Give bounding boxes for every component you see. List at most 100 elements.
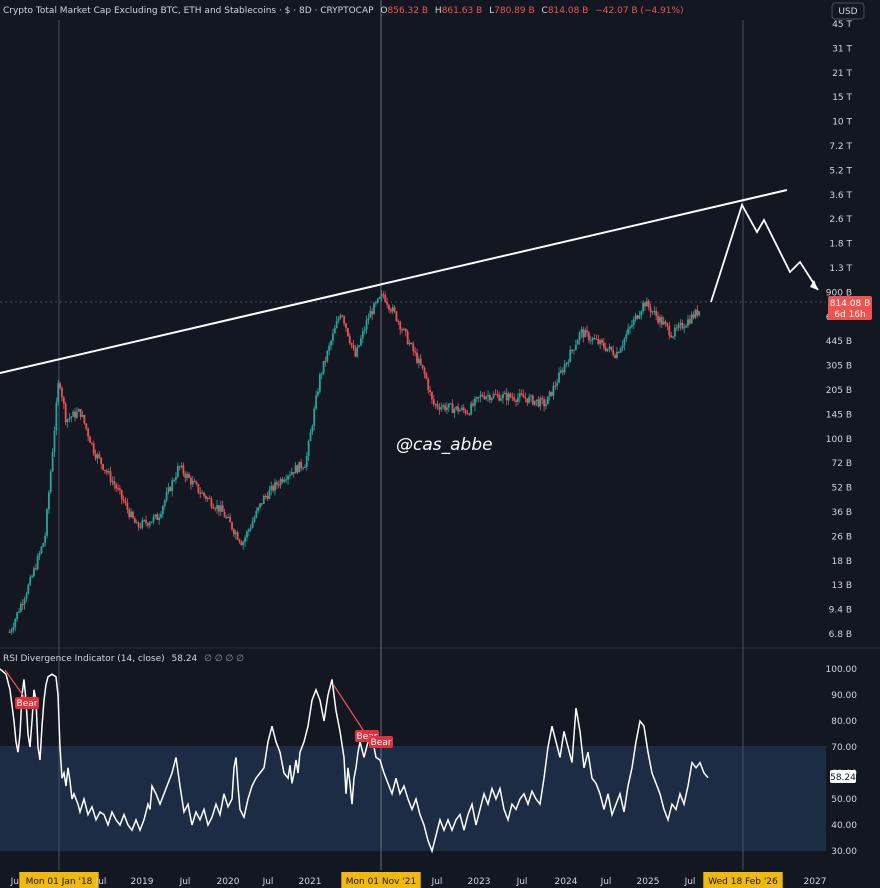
candle-body <box>601 340 603 343</box>
price-axis[interactable]: 45 T 31 T 21 T 15 T 10 T 7.2 T 5.2 T 3.6 T 2.6 T… <box>826 20 853 640</box>
candle-body <box>240 541 243 546</box>
candle-body <box>604 347 607 351</box>
candle-body <box>616 351 618 358</box>
rsi-tick-label: 70.00 <box>831 743 857 753</box>
candle-body <box>139 526 142 528</box>
candle-body <box>132 511 134 519</box>
candle-body <box>328 345 331 351</box>
candle-body <box>283 479 286 482</box>
candle-body <box>231 522 233 530</box>
watermark: @cas_abbe <box>396 435 493 455</box>
time-tick-label: 2019 <box>131 877 154 887</box>
candle-body <box>143 520 146 522</box>
currency-button[interactable]: USD <box>831 2 865 20</box>
candle-body <box>373 303 375 315</box>
candle-body <box>391 307 394 312</box>
price-tick-label: 15 T <box>832 93 852 103</box>
open-value: 856.32 B <box>388 6 429 16</box>
candle-body <box>34 568 37 570</box>
time-tick-label: Jul <box>179 877 191 887</box>
candle-body <box>221 505 224 512</box>
candle-body <box>302 467 304 469</box>
candle-body <box>425 373 428 379</box>
candle-body <box>350 342 353 346</box>
candle-body <box>59 383 61 388</box>
symbol-title: Crypto Total Market Cap Excluding BTC, E… <box>3 6 374 16</box>
candle-body <box>324 360 327 362</box>
rsi-tick-label: 90.00 <box>831 691 857 701</box>
candle-body <box>154 514 157 517</box>
candle-body <box>595 338 598 340</box>
candle-body <box>487 395 489 397</box>
candle-body <box>79 409 82 417</box>
candle-body <box>120 490 123 499</box>
candle-body <box>429 390 431 392</box>
candle-body <box>457 406 460 412</box>
divergence-line-1 <box>4 669 26 699</box>
candle-body <box>464 410 467 414</box>
candle-body <box>416 352 418 363</box>
candle-body <box>427 378 430 391</box>
candle-body <box>23 599 26 605</box>
open-label: O <box>380 6 387 16</box>
candle-body <box>16 612 19 620</box>
candle-body <box>666 323 669 327</box>
rsi-title: RSI Divergence Indicator (14, close) <box>3 654 165 664</box>
candle-body <box>558 372 560 383</box>
rsi-tick-label: 100.00 <box>826 665 858 675</box>
candle-body <box>40 546 43 553</box>
candle-body <box>115 484 118 489</box>
candle-body <box>670 335 673 338</box>
candle-body <box>408 342 411 345</box>
candle-body <box>55 402 58 431</box>
candle-body <box>573 349 575 351</box>
candle-body <box>559 370 562 373</box>
candle-body <box>292 472 295 474</box>
candle-body <box>234 532 237 535</box>
candle-body <box>126 503 129 510</box>
candle-body <box>384 295 387 303</box>
rsi-header-value: 58.24 <box>172 654 198 664</box>
candle-body <box>214 508 217 510</box>
candle-body <box>571 349 574 351</box>
candle-body <box>403 328 405 330</box>
candle-body <box>417 358 420 363</box>
candle-body <box>264 496 267 498</box>
chart-header: Crypto Total Market Cap Excluding BTC, E… <box>3 6 684 16</box>
candle-body <box>515 400 517 402</box>
candle-body <box>150 521 153 524</box>
candle-body <box>612 350 615 356</box>
candle-body <box>315 395 317 409</box>
candle-body <box>38 552 41 557</box>
candle-body <box>494 394 497 396</box>
candle-body <box>111 481 114 483</box>
candle-body <box>332 333 334 341</box>
candle-body <box>285 479 288 481</box>
candle-body <box>649 307 652 313</box>
candle-body <box>173 480 175 482</box>
candle-body <box>451 403 454 414</box>
time-axis[interactable]: Jul Mon 01 Jan '18 Jul 2019 Jul 2020 Jul 2021 Mo… <box>10 872 827 888</box>
candle-body <box>483 396 486 399</box>
time-tick-label: Mon 01 Jan '18 <box>26 877 93 887</box>
candle-body <box>156 514 159 520</box>
candle-body <box>262 496 265 504</box>
candle-body <box>178 466 181 468</box>
candle-body <box>365 320 368 330</box>
time-tick-label: Jul <box>600 877 612 887</box>
candle-body <box>503 392 506 394</box>
candle-body <box>275 482 278 485</box>
candle-body <box>201 492 204 494</box>
candle-body <box>117 488 119 490</box>
candle-body <box>77 409 80 412</box>
candle-body <box>386 302 389 305</box>
candle-body <box>356 347 359 357</box>
candle-body <box>455 406 458 409</box>
price-tick-label: 445 B <box>826 337 852 347</box>
price-tick-label: 9.4 B <box>829 606 852 616</box>
candle-body <box>584 330 587 338</box>
candle-body <box>388 304 390 310</box>
price-tick-label: 6.8 B <box>829 630 852 640</box>
candle-body <box>148 523 151 526</box>
candle-body <box>247 529 250 532</box>
